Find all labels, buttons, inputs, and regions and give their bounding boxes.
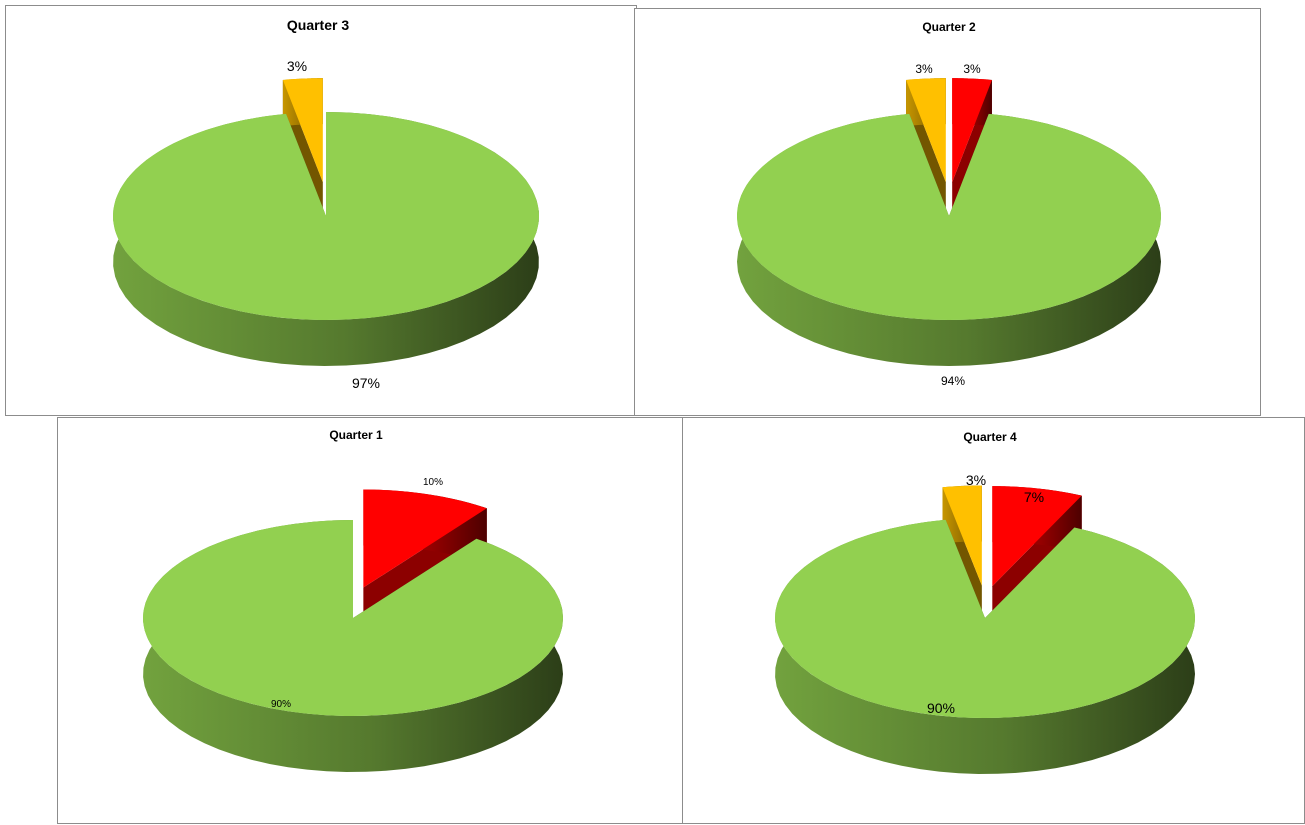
data-label-0: 97% [352,375,380,391]
chart-title: Quarter 3 [287,17,349,33]
pie-slice-0-0 [112,112,539,366]
pie-chart-quarter-3: Quarter 3 97% 3% [112,17,539,391]
chart-panel-quarter-4: Quarter 4 90% 3% 7% [682,417,1305,824]
pie-chart-quarter-2: Quarter 2 94% 3% 3% [737,20,1161,388]
data-label-1: 3% [287,58,307,74]
pie-chart-quarter-1: Quarter 1 90% 10% [143,428,563,772]
chart-title: Quarter 2 [922,20,976,34]
chart-title: Quarter 4 [963,430,1017,444]
data-label-0: 94% [941,374,965,388]
data-label-0: 90% [927,700,955,716]
data-label-1: 3% [915,62,933,76]
pie-slice-3-0 [775,519,1195,774]
data-label-2: 3% [963,62,981,76]
pie-slice-2-0 [143,520,563,772]
data-label-0: 90% [271,699,291,710]
data-label-1: 3% [966,472,986,488]
chart-title: Quarter 1 [329,428,383,442]
chart-panel-quarter-3: Quarter 3 97% 3% [5,5,637,416]
data-label-1: 10% [423,477,443,488]
pie-chart-quarter-4: Quarter 4 90% 3% 7% [775,430,1195,774]
pie-slice-1-0 [737,113,1161,366]
data-label-2: 7% [1024,489,1044,505]
chart-panel-quarter-1: Quarter 1 90% 10% [57,417,683,824]
chart-panel-quarter-2: Quarter 2 94% 3% 3% [634,8,1261,416]
